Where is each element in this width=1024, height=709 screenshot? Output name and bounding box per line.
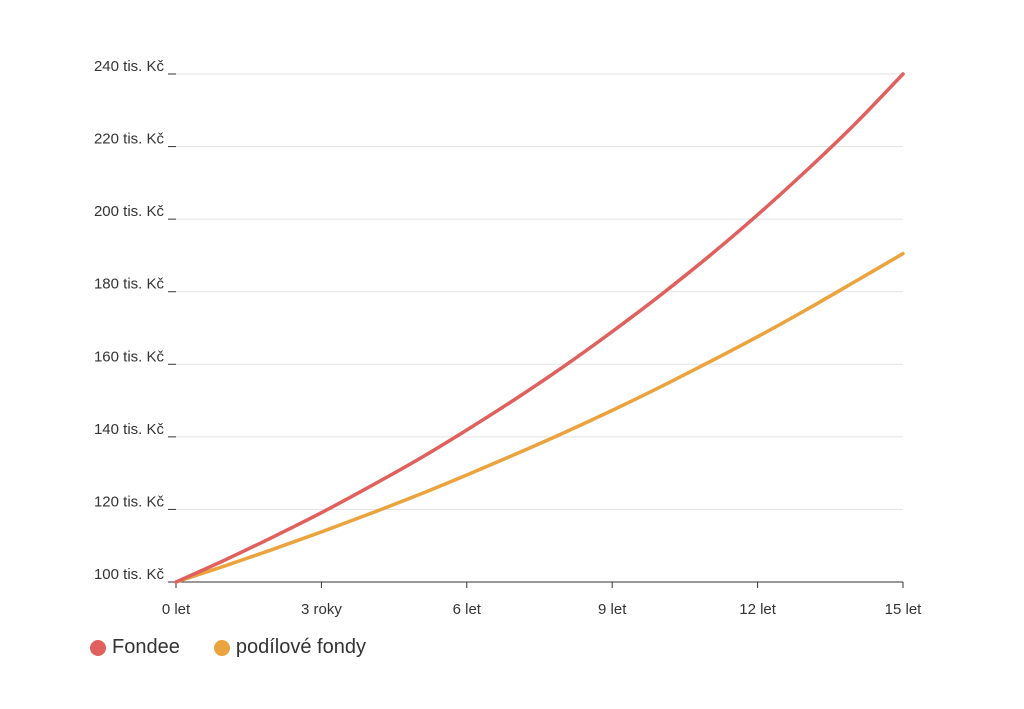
x-axis-tick-labels: 0 let 3 roky 6 let 9 let 12 let 15 let: [162, 601, 922, 618]
x-tick-label: 6 let: [453, 601, 482, 618]
series-line-podilove-fondy: [174, 251, 905, 584]
legend-label-fondee: Fondee: [112, 636, 180, 658]
y-tick-label: 160 tis. Kč: [94, 348, 165, 365]
y-axis-tick-labels: 100 tis. Kč 120 tis. Kč 140 tis. Kč 160 tis…: [94, 58, 165, 583]
legend-dot-podilove-fondy-icon: [213, 639, 230, 656]
legend-dot-fondee-icon: [90, 639, 106, 656]
y-tick-label: 120 tis. Kč: [94, 493, 165, 510]
y-tick-label: 200 tis. Kč: [94, 203, 165, 220]
y-tick-label: 240 tis. Kč: [94, 58, 165, 75]
x-tick-label: 9 let: [598, 601, 627, 618]
y-tick-label: 220 tis. Kč: [94, 131, 165, 148]
grid-lines: [176, 73, 903, 510]
legend-item-podilove-fondy[interactable]: podílové fondy: [213, 636, 366, 659]
y-tick-label: 180 tis. Kč: [94, 276, 165, 293]
x-tick-label: 3 roky: [301, 601, 342, 618]
x-tick-label: 0 let: [162, 601, 191, 618]
y-tick-label: 100 tis. Kč: [94, 566, 165, 583]
series-lines: [174, 72, 905, 584]
legend-label-podilove-fondy: podílové fondy: [235, 636, 366, 658]
series-line-fondee: [174, 72, 905, 584]
legend-item-fondee[interactable]: Fondee: [90, 636, 180, 659]
y-tick-label: 140 tis. Kč: [94, 421, 165, 438]
axes: [168, 73, 904, 588]
x-tick-label: 15 let: [885, 601, 923, 618]
x-tick-label: 12 let: [739, 601, 777, 618]
legend: Fondee podílové fondy: [90, 636, 366, 659]
